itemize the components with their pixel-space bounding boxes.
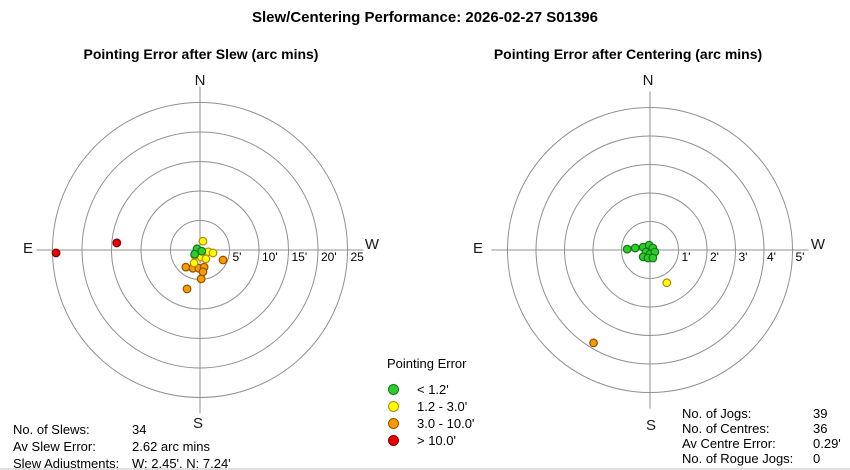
centering-plot-title: Pointing Error after Centering (arc mins… xyxy=(494,46,762,62)
legend-item-yellow: 1.2 - 3.0' xyxy=(387,398,474,415)
stat-row-rogue-jogs: No. of Rogue Jogs: 0 xyxy=(682,451,841,466)
stat-label: No. of Slews: xyxy=(13,422,90,437)
compass-north-label: N xyxy=(195,72,206,89)
page-title: Slew/Centering Performance: 2026-02-27 S… xyxy=(252,9,598,26)
stat-row-centre-error: Av Centre Error: 0.29' xyxy=(682,436,841,451)
ring-scale-label: 25 xyxy=(351,250,365,264)
window-bottom-edge xyxy=(0,468,850,470)
data-point-yellow xyxy=(208,248,218,258)
ring-scale-label: 1' xyxy=(682,250,691,264)
stat-row-slew-error: Av Slew Error: 2.62 arc mins xyxy=(13,438,231,455)
ring-scale-label: 15' xyxy=(292,250,308,264)
ring-scale-label: 3' xyxy=(739,250,748,264)
stat-label: Av Centre Error: xyxy=(682,436,776,451)
data-point-green xyxy=(630,243,640,253)
stat-value: 34 xyxy=(132,422,147,437)
legend-item-green: < 1.2' xyxy=(387,381,474,398)
data-point-green xyxy=(190,249,200,259)
pointing-error-legend: Pointing Error < 1.2' 1.2 - 3.0' 3.0 - 1… xyxy=(387,356,474,449)
stat-label: No. of Rogue Jogs: xyxy=(682,451,794,466)
slew-stats-block: No. of Slews: 34 Av Slew Error: 2.62 arc… xyxy=(13,421,231,470)
stat-row-jogs: No. of Jogs: 39 xyxy=(682,406,841,421)
stat-label: No. of Jogs: xyxy=(682,406,752,421)
data-point-yellow xyxy=(201,254,211,264)
data-point-green xyxy=(648,253,658,263)
stat-value: 2.62 arc mins xyxy=(132,439,211,454)
stat-value: 36 xyxy=(813,421,828,436)
data-point-green xyxy=(622,244,632,254)
ring-scale-label: 4' xyxy=(767,250,776,264)
compass-east-label: E xyxy=(23,240,33,257)
ring-scale-label: 2' xyxy=(710,250,719,264)
data-point-yellow xyxy=(662,278,672,288)
ring-scale-label: 5' xyxy=(233,250,242,264)
data-point-red xyxy=(112,238,122,248)
data-point-green xyxy=(197,246,207,256)
centering-polar-plot: Pointing Error after Centering (arc mins… xyxy=(473,46,826,434)
stat-label: Slew Adjustments: xyxy=(13,456,120,470)
stat-value: 39 xyxy=(813,406,828,421)
legend-item-label: < 1.2' xyxy=(417,382,449,397)
centering-stats-block: No. of Jogs: 39 No. of Centres: 36 Av Ce… xyxy=(682,406,841,466)
legend-item-label: 1.2 - 3.0' xyxy=(417,399,468,414)
compass-south-label: S xyxy=(646,417,656,434)
compass-north-label: N xyxy=(643,72,654,89)
data-point-orange xyxy=(218,255,228,265)
compass-west-label: W xyxy=(811,236,826,253)
legend-item-label: > 10.0' xyxy=(417,433,456,448)
ring-scale-label: 20' xyxy=(321,250,337,264)
stat-row-centres: No. of Centres: 36 xyxy=(682,421,841,436)
data-point-orange xyxy=(181,262,191,272)
data-point-orange xyxy=(182,284,192,294)
stat-value: 0.29' xyxy=(813,436,841,451)
legend-item-label: 3.0 - 10.0' xyxy=(417,416,475,431)
data-point-orange xyxy=(589,338,598,348)
data-point-orange xyxy=(196,274,206,284)
compass-west-label: W xyxy=(365,236,380,253)
data-point-yellow xyxy=(189,258,199,268)
stat-row-slew-adjustments: Slew Adjustments: W: 2.45', N: 7.24' xyxy=(13,455,231,470)
compass-east-label: E xyxy=(473,240,483,257)
stat-label: No. of Centres: xyxy=(682,421,770,436)
stat-value: 0 xyxy=(813,451,821,466)
data-point-red xyxy=(51,248,61,258)
compass-south-label: S xyxy=(193,415,203,432)
data-point-orange xyxy=(198,267,208,277)
green-dot-icon xyxy=(388,384,399,395)
ring-scale-label: 10' xyxy=(262,250,278,264)
legend-item-orange: 3.0 - 10.0' xyxy=(387,415,474,432)
legend-title: Pointing Error xyxy=(387,356,467,371)
orange-dot-icon xyxy=(388,418,399,429)
slew-plot-title: Pointing Error after Slew (arc mins) xyxy=(84,46,319,62)
data-point-yellow xyxy=(198,236,208,246)
stat-label: Av Slew Error: xyxy=(13,439,96,454)
stat-row-slews: No. of Slews: 34 xyxy=(13,421,231,438)
red-dot-icon xyxy=(388,435,399,446)
legend-item-red: > 10.0' xyxy=(387,432,474,449)
slew-polar-plot: Pointing Error after Slew (arc mins) N S… xyxy=(23,46,380,432)
stat-value: W: 2.45', N: 7.24' xyxy=(132,456,231,470)
yellow-dot-icon xyxy=(388,401,399,412)
ring-scale-label: 5' xyxy=(796,250,805,264)
